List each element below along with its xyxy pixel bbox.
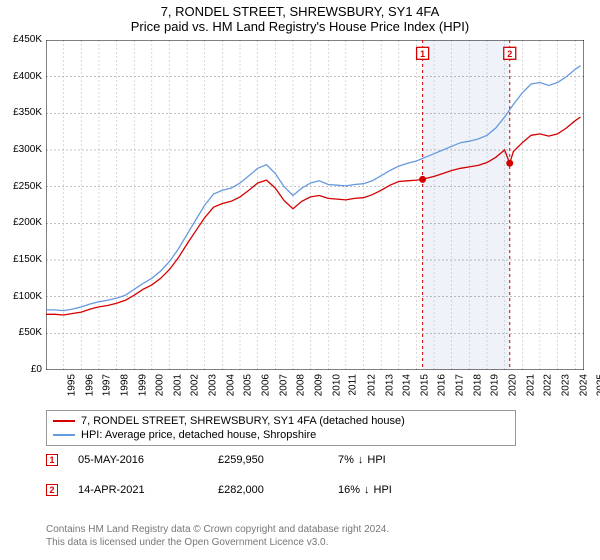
legend-swatch-property (53, 420, 75, 422)
x-tick-label: 2012 (366, 374, 377, 396)
x-tick-label: 2020 (507, 374, 518, 396)
y-tick-label: £100K (0, 291, 42, 302)
y-tick-label: £400K (0, 71, 42, 82)
y-tick-label: £350K (0, 107, 42, 118)
y-tick-label: £450K (0, 34, 42, 45)
footnote: Contains HM Land Registry data © Crown c… (46, 524, 566, 549)
x-tick-label: 2017 (454, 374, 465, 396)
x-tick-label: 2006 (260, 374, 271, 396)
x-tick-label: 2002 (190, 374, 201, 396)
legend-row-property: 7, RONDEL STREET, SHREWSBURY, SY1 4FA (d… (53, 414, 509, 428)
sale-diff-1: 7% ↓ HPI (338, 454, 458, 466)
x-tick-label: 2007 (278, 374, 289, 396)
x-tick-label: 2018 (472, 374, 483, 396)
chart-area: 12 (46, 40, 584, 370)
y-tick-label: £250K (0, 181, 42, 192)
y-tick-label: £300K (0, 144, 42, 155)
legend-label-hpi: HPI: Average price, detached house, Shro… (81, 429, 316, 441)
x-tick-label: 2004 (225, 374, 236, 396)
y-tick-label: £0 (0, 364, 42, 375)
x-tick-label: 2016 (437, 374, 448, 396)
x-tick-label: 1995 (66, 374, 77, 396)
sale-diff-2: 16% ↓ HPI (338, 484, 458, 496)
x-tick-label: 2000 (154, 374, 165, 396)
sale-price-2: £282,000 (218, 484, 338, 496)
x-tick-label: 2014 (401, 374, 412, 396)
line-chart: 12 (46, 40, 584, 370)
sale-marker-1-icon: 1 (46, 454, 58, 466)
x-tick-label: 2010 (331, 374, 342, 396)
sale-price-1: £259,950 (218, 454, 338, 466)
x-tick-label: 2011 (348, 374, 359, 396)
x-tick-label: 2003 (207, 374, 218, 396)
x-tick-label: 2005 (243, 374, 254, 396)
x-tick-label: 1997 (102, 374, 113, 396)
chart-title-line2: Price paid vs. HM Land Registry's House … (0, 19, 600, 34)
x-tick-label: 2015 (419, 374, 430, 396)
y-tick-label: £50K (0, 327, 42, 338)
sale-date-2: 14-APR-2021 (78, 484, 218, 496)
svg-text:2: 2 (507, 49, 512, 59)
x-tick-label: 2008 (296, 374, 307, 396)
x-tick-label: 2022 (543, 374, 554, 396)
chart-title-line1: 7, RONDEL STREET, SHREWSBURY, SY1 4FA (0, 4, 600, 19)
footnote-line2: This data is licensed under the Open Gov… (46, 537, 566, 550)
down-arrow-icon: ↓ (364, 484, 370, 496)
x-tick-label: 2023 (560, 374, 571, 396)
x-tick-label: 2019 (490, 374, 501, 396)
legend-label-property: 7, RONDEL STREET, SHREWSBURY, SY1 4FA (d… (81, 415, 405, 427)
x-tick-label: 1996 (84, 374, 95, 396)
x-tick-label: 2024 (578, 374, 589, 396)
x-tick-label: 2001 (172, 374, 183, 396)
chart-title-block: 7, RONDEL STREET, SHREWSBURY, SY1 4FA Pr… (0, 0, 600, 36)
x-tick-label: 2025 (595, 374, 600, 396)
down-arrow-icon: ↓ (358, 454, 364, 466)
sale-row-1: 1 05-MAY-2016 £259,950 7% ↓ HPI (46, 454, 566, 466)
x-tick-label: 1998 (119, 374, 130, 396)
sale-date-1: 05-MAY-2016 (78, 454, 218, 466)
legend-row-hpi: HPI: Average price, detached house, Shro… (53, 428, 509, 442)
sale-row-2: 2 14-APR-2021 £282,000 16% ↓ HPI (46, 484, 566, 496)
x-tick-label: 1999 (137, 374, 148, 396)
footnote-line1: Contains HM Land Registry data © Crown c… (46, 524, 566, 537)
legend-box: 7, RONDEL STREET, SHREWSBURY, SY1 4FA (d… (46, 410, 516, 446)
svg-text:1: 1 (420, 49, 425, 59)
y-tick-label: £200K (0, 217, 42, 228)
legend-swatch-hpi (53, 434, 75, 436)
sale-marker-2-icon: 2 (46, 484, 58, 496)
y-tick-label: £150K (0, 254, 42, 265)
x-tick-label: 2009 (313, 374, 324, 396)
x-tick-label: 2021 (525, 374, 536, 396)
x-tick-label: 2013 (384, 374, 395, 396)
